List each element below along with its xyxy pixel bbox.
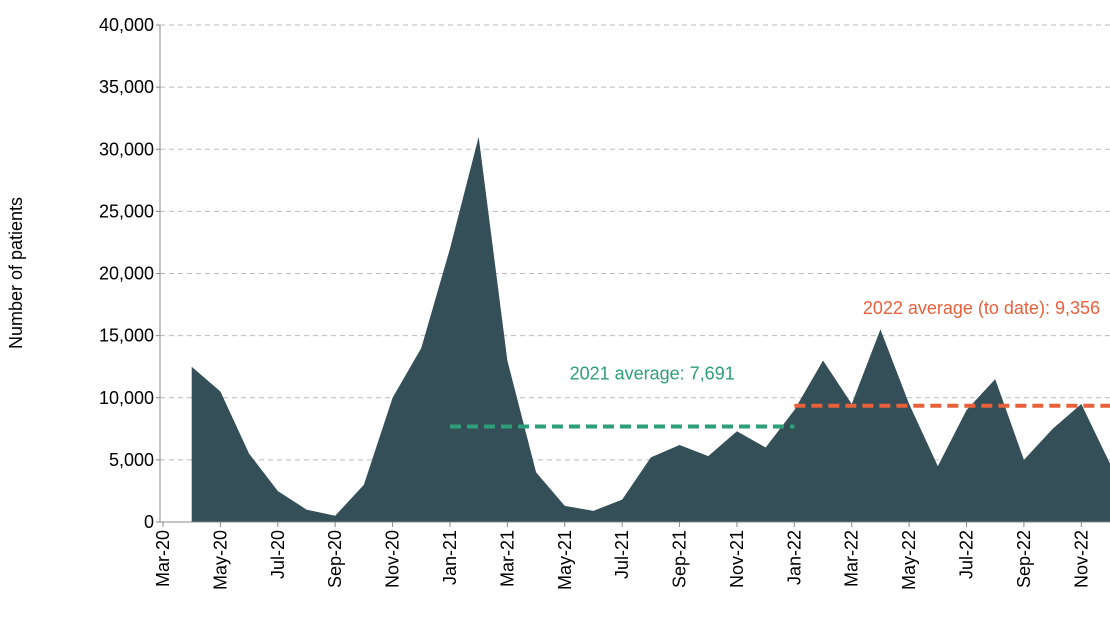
x-tick-label: Jul-21	[612, 530, 632, 579]
x-tick-label: Mar-21	[497, 530, 517, 587]
x-tick-label: May-21	[555, 530, 575, 590]
x-tick-label: Jul-22	[957, 530, 977, 579]
x-tick-label: May-22	[899, 530, 919, 590]
x-tick-label: Mar-22	[842, 530, 862, 587]
x-tick-label: Jul-20	[268, 530, 288, 579]
y-tick-label: 30,000	[99, 139, 154, 159]
reference-label: 2021 average: 7,691	[570, 363, 735, 383]
x-tick-label: Nov-21	[727, 530, 747, 588]
x-tick-label: Jan-22	[784, 530, 804, 585]
x-tick-label: Sep-21	[670, 530, 690, 588]
x-tick-label: Nov-20	[383, 530, 403, 588]
x-tick-label: Sep-22	[1014, 530, 1034, 588]
x-tick-label: Sep-20	[325, 530, 345, 588]
y-tick-label: 10,000	[99, 388, 154, 408]
y-tick-label: 35,000	[99, 77, 154, 97]
y-tick-label: 20,000	[99, 264, 154, 284]
y-tick-label: 40,000	[99, 15, 154, 35]
y-axis-label: Number of patients	[6, 197, 26, 349]
reference-label: 2022 average (to date): 9,356	[863, 298, 1100, 318]
x-tick-label: Nov-22	[1071, 530, 1091, 588]
x-tick-label: Jan-21	[440, 530, 460, 585]
x-tick-label: May-20	[210, 530, 230, 590]
area	[191, 136, 1110, 522]
y-tick-label: 0	[144, 512, 154, 532]
x-tick-label: Mar-20	[153, 530, 173, 587]
y-tick-label: 5,000	[109, 450, 154, 470]
y-tick-label: 15,000	[99, 326, 154, 346]
y-tick-label: 25,000	[99, 201, 154, 221]
